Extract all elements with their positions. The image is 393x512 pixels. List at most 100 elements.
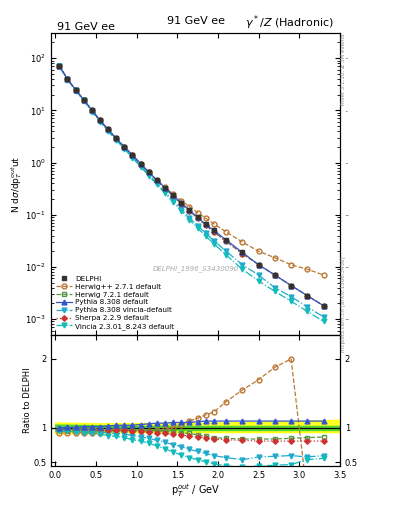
- Line: Herwig++ 2.7.1 default: Herwig++ 2.7.1 default: [57, 63, 326, 278]
- Herwig 7.2.1 default: [154, 178, 159, 184]
- Pythia 8.308 default: [305, 293, 310, 299]
- Herwig++ 2.7.1 default: [122, 144, 127, 150]
- Y-axis label: Ratio to DELPHI: Ratio to DELPHI: [23, 368, 32, 433]
- Herwig++ 2.7.1 default: [130, 152, 135, 158]
- Pythia 8.308 default: [195, 215, 200, 221]
- Pythia 8.308 vincia-default: [138, 163, 143, 169]
- Herwig 7.2.1 default: [90, 107, 94, 113]
- Pythia 8.308 vincia-default: [122, 145, 127, 152]
- Pythia 8.308 default: [321, 303, 326, 309]
- Pythia 8.308 vincia-default: [305, 304, 310, 310]
- Sherpa 2.2.9 default: [256, 262, 261, 268]
- Pythia 8.308 default: [163, 185, 167, 191]
- Line: Sherpa 2.2.9 default: Sherpa 2.2.9 default: [57, 63, 326, 308]
- Pythia 8.308 default: [130, 152, 135, 158]
- Y-axis label: N d$\sigma$/dp$_T^{out}$ut: N d$\sigma$/dp$_T^{out}$ut: [9, 156, 24, 212]
- Pythia 8.308 default: [57, 62, 62, 69]
- Vincia 2.3.01_8.243 default: [73, 88, 78, 94]
- Herwig++ 2.7.1 default: [65, 76, 70, 82]
- Pythia 8.308 vincia-default: [195, 223, 200, 229]
- Herwig 7.2.1 default: [195, 215, 200, 221]
- Pythia 8.308 vincia-default: [171, 198, 176, 204]
- Herwig 7.2.1 default: [224, 238, 228, 244]
- Pythia 8.308 default: [211, 227, 216, 233]
- Vincia 2.3.01_8.243 default: [240, 266, 245, 272]
- Herwig++ 2.7.1 default: [256, 248, 261, 254]
- Herwig++ 2.7.1 default: [163, 184, 167, 190]
- Herwig 7.2.1 default: [256, 262, 261, 268]
- Pythia 8.308 default: [203, 221, 208, 227]
- Sherpa 2.2.9 default: [187, 208, 192, 214]
- Herwig++ 2.7.1 default: [138, 161, 143, 167]
- Sherpa 2.2.9 default: [106, 126, 110, 133]
- Herwig++ 2.7.1 default: [187, 204, 192, 210]
- Herwig++ 2.7.1 default: [224, 229, 228, 235]
- Sherpa 2.2.9 default: [73, 87, 78, 93]
- Sherpa 2.2.9 default: [130, 152, 135, 158]
- Sherpa 2.2.9 default: [203, 222, 208, 228]
- Pythia 8.308 vincia-default: [81, 97, 86, 103]
- Vincia 2.3.01_8.243 default: [138, 164, 143, 170]
- Herwig++ 2.7.1 default: [171, 191, 176, 197]
- Vincia 2.3.01_8.243 default: [187, 217, 192, 223]
- Vincia 2.3.01_8.243 default: [106, 128, 110, 134]
- Pythia 8.308 default: [106, 126, 110, 133]
- Herwig 7.2.1 default: [65, 76, 70, 82]
- Pythia 8.308 vincia-default: [272, 285, 277, 291]
- Pythia 8.308 vincia-default: [97, 118, 102, 124]
- Pythia 8.308 vincia-default: [114, 137, 119, 143]
- Pythia 8.308 vincia-default: [146, 172, 151, 178]
- Sherpa 2.2.9 default: [65, 76, 70, 82]
- Line: Vincia 2.3.01_8.243 default: Vincia 2.3.01_8.243 default: [57, 64, 326, 324]
- Herwig 7.2.1 default: [146, 169, 151, 176]
- Pythia 8.308 vincia-default: [154, 180, 159, 186]
- Pythia 8.308 default: [224, 237, 228, 243]
- Pythia 8.308 vincia-default: [256, 272, 261, 278]
- Sherpa 2.2.9 default: [114, 135, 119, 141]
- Pythia 8.308 vincia-default: [179, 206, 184, 212]
- Pythia 8.308 default: [256, 262, 261, 268]
- Pythia 8.308 default: [146, 169, 151, 175]
- Pythia 8.308 default: [240, 249, 245, 255]
- Pythia 8.308 vincia-default: [203, 230, 208, 237]
- Sherpa 2.2.9 default: [179, 201, 184, 207]
- Sherpa 2.2.9 default: [57, 62, 62, 69]
- Pythia 8.308 vincia-default: [65, 76, 70, 82]
- Sherpa 2.2.9 default: [81, 97, 86, 103]
- Herwig 7.2.1 default: [179, 201, 184, 207]
- Vincia 2.3.01_8.243 default: [122, 146, 127, 152]
- Sherpa 2.2.9 default: [195, 215, 200, 221]
- Sherpa 2.2.9 default: [321, 303, 326, 309]
- Sherpa 2.2.9 default: [240, 250, 245, 257]
- Herwig 7.2.1 default: [114, 135, 119, 141]
- Pythia 8.308 default: [171, 193, 176, 199]
- Text: mcplots.cern.ch [arXiv:1306.3436]: mcplots.cern.ch [arXiv:1306.3436]: [341, 256, 346, 352]
- Line: Herwig 7.2.1 default: Herwig 7.2.1 default: [57, 63, 326, 308]
- Pythia 8.308 default: [122, 144, 127, 150]
- Pythia 8.308 default: [272, 272, 277, 278]
- Pythia 8.308 vincia-default: [211, 238, 216, 244]
- Herwig++ 2.7.1 default: [106, 126, 110, 133]
- Herwig 7.2.1 default: [203, 222, 208, 228]
- Vincia 2.3.01_8.243 default: [305, 308, 310, 314]
- Pythia 8.308 default: [289, 283, 294, 289]
- Herwig 7.2.1 default: [240, 250, 245, 257]
- Herwig++ 2.7.1 default: [146, 169, 151, 175]
- Text: Rivet 3.1.10, ≥ 3M events: Rivet 3.1.10, ≥ 3M events: [341, 33, 346, 105]
- Pythia 8.308 vincia-default: [240, 262, 245, 268]
- Text: 91 GeV ee: 91 GeV ee: [57, 22, 115, 32]
- Pythia 8.308 default: [73, 87, 78, 93]
- Pythia 8.308 vincia-default: [163, 189, 167, 195]
- Vincia 2.3.01_8.243 default: [97, 118, 102, 124]
- Herwig 7.2.1 default: [171, 193, 176, 199]
- Vincia 2.3.01_8.243 default: [224, 252, 228, 258]
- Text: 91 GeV ee: 91 GeV ee: [167, 16, 224, 26]
- Sherpa 2.2.9 default: [305, 293, 310, 299]
- Pythia 8.308 default: [65, 76, 70, 82]
- Sherpa 2.2.9 default: [272, 272, 277, 278]
- Vincia 2.3.01_8.243 default: [65, 76, 70, 82]
- Sherpa 2.2.9 default: [211, 229, 216, 235]
- Herwig++ 2.7.1 default: [203, 215, 208, 221]
- Vincia 2.3.01_8.243 default: [203, 233, 208, 239]
- Pythia 8.308 vincia-default: [90, 108, 94, 114]
